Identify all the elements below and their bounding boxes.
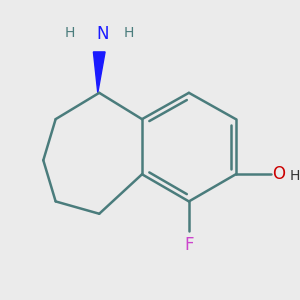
Text: N: N (96, 25, 108, 43)
Text: H: H (123, 26, 134, 40)
Text: F: F (184, 236, 194, 254)
Text: H: H (290, 169, 300, 183)
Text: H: H (65, 26, 75, 40)
Polygon shape (93, 52, 105, 93)
Text: O: O (272, 165, 285, 183)
